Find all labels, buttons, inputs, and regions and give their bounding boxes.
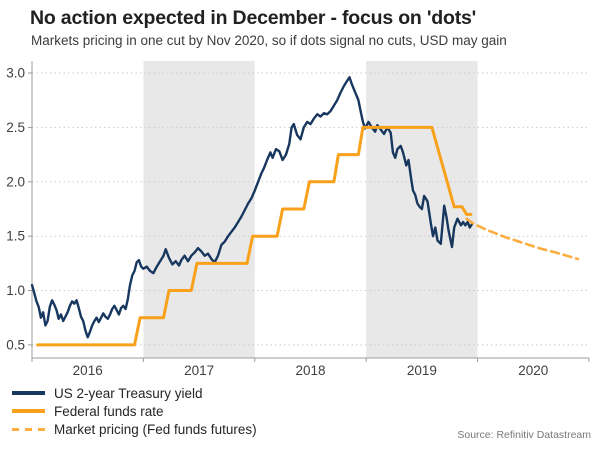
legend-item-market-pricing: Market pricing (Fed funds futures) [12,420,257,438]
legend-item-fed-funds-rate: Federal funds rate [12,402,257,420]
y-tick-label: 0.5 [6,337,25,352]
fed-funds-rate-line [36,125,473,347]
legend-item-treasury-yield: US 2-year Treasury yield [12,384,257,402]
y-tick-label: 2.0 [6,174,25,189]
x-tick-label: 2019 [407,363,437,378]
y-tick-label: 3.0 [6,66,25,81]
y-tick-label: 2.5 [6,120,25,135]
treasury-yield-line [30,76,474,339]
x-tick-label: 2017 [184,363,214,378]
source-credit: Source: Refinitiv Datastream [457,429,591,441]
year-highlight-band [143,61,255,358]
y-tick-label: 1.5 [6,229,25,244]
chart-title: No action expected in December - focus o… [30,7,477,29]
market-pricing-dashed-swatch [12,427,45,431]
legend-label: Federal funds rate [54,403,164,419]
x-tick-label: 2018 [295,363,325,378]
y-tick-label: 1.0 [6,283,25,298]
chart-subtitle: Markets pricing in one cut by Nov 2020, … [31,33,507,48]
market-pricing-dashed-line [465,217,580,261]
fed-funds-rate-line-swatch [12,409,45,413]
legend-label: US 2-year Treasury yield [54,385,203,401]
x-tick-label: 2020 [518,363,548,378]
legend: US 2-year Treasury yield Federal funds r… [12,384,257,438]
x-tick-label: 2016 [73,363,103,378]
legend-label: Market pricing (Fed funds futures) [54,421,257,437]
treasury-yield-line-swatch [12,391,45,395]
